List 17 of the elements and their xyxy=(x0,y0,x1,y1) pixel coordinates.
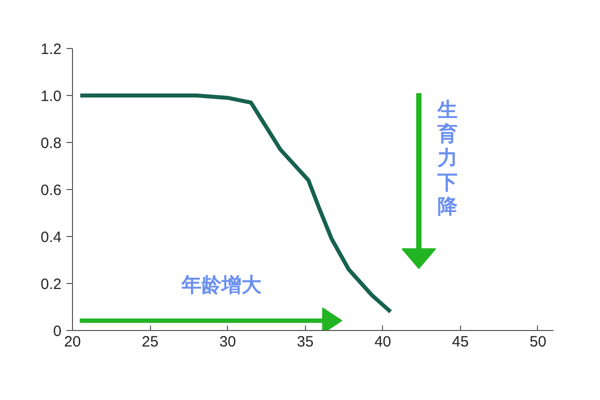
line-series xyxy=(78,94,393,314)
y-tick-label: 0.6 xyxy=(40,182,62,199)
x-tick-label: 50 xyxy=(530,334,546,350)
annotation: 年龄增大 xyxy=(180,274,263,297)
x-tick-label: 45 xyxy=(452,334,469,350)
y-tick-label: 1.0 xyxy=(40,88,62,105)
x-tick-label: 35 xyxy=(296,334,314,350)
y-tick-label: 0.4 xyxy=(40,229,62,246)
x-tick-label: 25 xyxy=(142,334,158,350)
x-tick-label: 40 xyxy=(374,334,392,350)
x-tick-label: 30 xyxy=(219,334,236,350)
y-tick-label: 1.2 xyxy=(40,41,62,58)
y-tick-label: 0.2 xyxy=(40,276,62,293)
annotation: 生育力下降 xyxy=(436,99,459,218)
x-tick-label: 20 xyxy=(64,334,81,350)
y-tick-label: 0.8 xyxy=(40,135,62,152)
y-tick-label: 0 xyxy=(53,323,62,340)
